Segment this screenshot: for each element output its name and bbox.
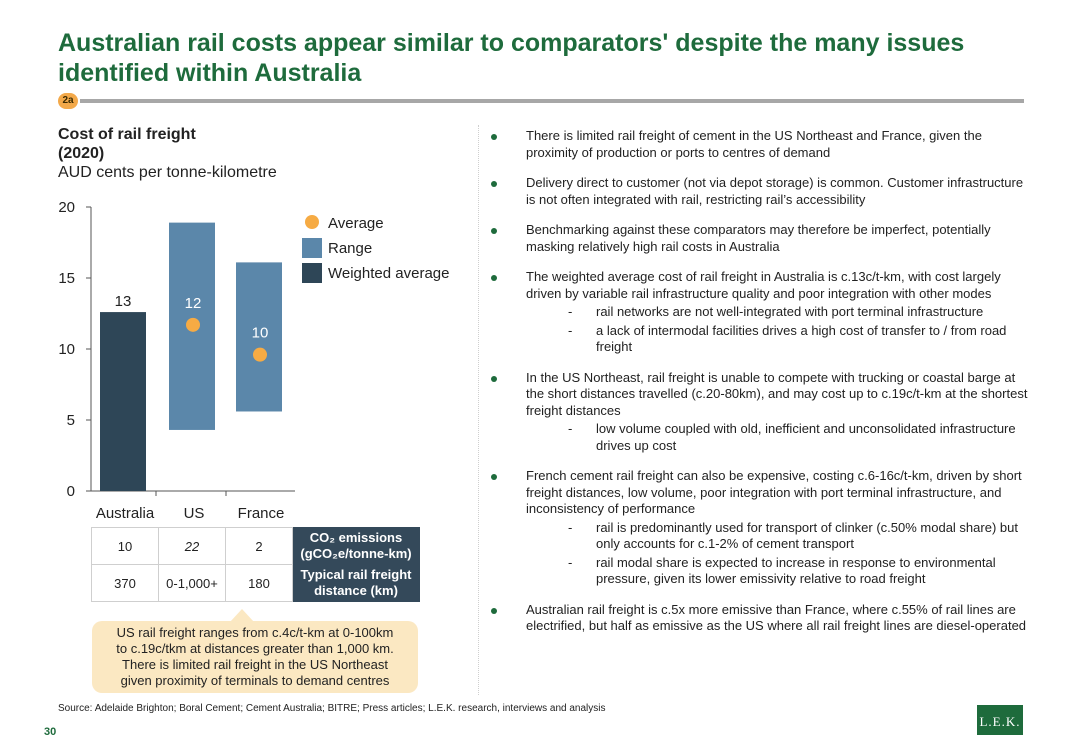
section-tag: 2a <box>58 93 78 109</box>
legend-label: Weighted average <box>328 265 449 282</box>
weighted-average-bar <box>100 312 146 491</box>
distance-australia-cell: 370 <box>91 564 159 602</box>
bullet-item: French cement rail freight can also be e… <box>488 468 1028 588</box>
callout-line: given proximity of terminals to demand c… <box>120 673 390 688</box>
x-tick-label: France <box>238 505 285 522</box>
page-title-line-1: Australian rail costs appear similar to … <box>58 29 965 57</box>
bullet-dot <box>491 607 497 614</box>
co2-row-header: CO₂ emissions (gCO₂e/tonne-km) <box>292 527 420 565</box>
bullet-dot <box>491 181 497 187</box>
bullet-item: The weighted average cost of rail freigh… <box>488 269 1028 356</box>
co2-france-cell: 2 <box>225 527 293 565</box>
sub-bullet: - a lack of intermodal facilities drives … <box>526 323 1028 356</box>
callout-line: US rail freight ranges from c.4c/t-km at… <box>116 625 394 640</box>
dash-marker: - <box>568 554 573 570</box>
sub-bullet: - rail is predominantly used for transpor… <box>526 520 1028 553</box>
bullet-text: Australian rail freight is c.5x more emi… <box>526 601 1027 634</box>
metrics-table: 10 22 2 CO₂ emissions (gCO₂e/tonne-km) 3… <box>91 527 420 602</box>
bullet-text: French cement rail freight can also be e… <box>526 468 1022 516</box>
lek-logo: L.E.K. <box>977 705 1023 735</box>
bullet-dot <box>491 134 497 140</box>
chart-title-line-1: Cost of rail freight <box>58 126 196 143</box>
rail-cost-chart: 0 5 10 15 20 Australia US France 13 12 10 Average Ra… <box>58 199 449 522</box>
bullet-dot <box>491 275 497 281</box>
legend-label: Average <box>328 215 384 232</box>
legend-swatch <box>302 263 322 283</box>
bullet-text: Delivery direct to customer (not via dep… <box>526 175 1024 207</box>
distance-header-line-2: distance (km) <box>314 583 398 598</box>
bullet-item: Delivery direct to customer (not via dep… <box>488 175 1028 208</box>
bullet-text: There is limited rail freight of cement … <box>526 128 982 160</box>
sub-bullet-text: a lack of intermodal facilities drives a… <box>596 322 1007 355</box>
sub-bullet-text: low volume coupled with old, inefficient… <box>596 421 1016 453</box>
distance-header-line-1: Typical rail freight <box>300 567 412 582</box>
bullet-dot <box>491 474 497 480</box>
weighted-average-label: 13 <box>115 293 132 310</box>
sub-bullet-text: rail is predominantly used for transport… <box>596 519 1018 552</box>
bullet-item: Australian rail freight is c.5x more emi… <box>488 602 1028 635</box>
bullet-text: Benchmarking against these comparators m… <box>526 222 991 254</box>
chart-title: Cost of rail freight (2020) <box>58 125 196 163</box>
bullet-text: The weighted average cost of rail freigh… <box>526 269 1001 301</box>
x-tick-label: US <box>184 505 205 522</box>
y-tick-label: 15 <box>58 270 75 287</box>
bullet-item: Benchmarking against these comparators m… <box>488 222 1028 255</box>
dash-marker: - <box>568 304 573 319</box>
average-label: 12 <box>185 295 202 312</box>
co2-us-cell: 22 <box>158 527 226 565</box>
callout-pointer <box>230 609 254 622</box>
bullet-dot <box>491 375 497 382</box>
column-divider <box>478 125 480 695</box>
co2-header-line-2: (gCO₂e/tonne-km) <box>300 546 412 561</box>
sub-bullet-text: rail networks are not well-integrated wi… <box>596 304 984 319</box>
distance-row-header: Typical rail freight distance (km) <box>292 564 420 602</box>
dash-marker: - <box>568 421 573 436</box>
sub-bullet: - rail modal share is expected to increas… <box>526 555 1028 588</box>
co2-header-line-1: CO₂ emissions <box>309 530 403 545</box>
chart-subtitle: AUD cents per tonne-kilometre <box>58 164 277 181</box>
bullet-item: There is limited rail freight of cement … <box>488 128 1028 161</box>
sub-bullet-text: rail modal share is expected to increase… <box>596 554 996 587</box>
y-tick-label: 0 <box>67 483 75 500</box>
sub-bullet: - rail networks are not well-integrated w… <box>526 304 1028 321</box>
x-tick-label: Australia <box>96 505 155 522</box>
average-label: 10 <box>252 325 269 342</box>
y-tick-label: 20 <box>58 199 75 216</box>
us-callout: US rail freight ranges from c.4c/t-km at… <box>92 621 418 693</box>
bullet-item: In the US Northeast, rail freight is una… <box>488 370 1028 455</box>
source-note: Source: Adelaide Brighton; Boral Cement;… <box>58 703 606 714</box>
co2-australia-cell: 10 <box>91 527 159 565</box>
distance-us-cell: 0-1,000+ <box>158 564 226 602</box>
sub-bullet: - low volume coupled with old, inefficien… <box>526 421 1028 454</box>
legend-label: Range <box>328 240 372 257</box>
callout-line: There is limited rail freight in the US … <box>122 657 388 672</box>
bullet-dot <box>491 228 497 234</box>
legend-dot-average <box>305 215 319 229</box>
callout-line: to c.19c/tkm at distances greater than 1… <box>116 641 394 656</box>
dash-marker: - <box>568 322 573 338</box>
page-title: Australian rail costs appear similar to … <box>58 28 1038 88</box>
table-row: 10 22 2 CO₂ emissions (gCO₂e/tonne-km) <box>91 527 420 565</box>
commentary-bullets: There is limited rail freight of cement … <box>488 128 1028 649</box>
average-marker <box>253 347 267 362</box>
bullet-text: In the US Northeast, rail freight is una… <box>526 369 1028 418</box>
y-tick-label: 5 <box>67 412 75 429</box>
page-title-line-2: identified within Australia <box>58 59 362 87</box>
dash-marker: - <box>568 519 573 535</box>
y-tick-label: 10 <box>58 341 75 358</box>
distance-france-cell: 180 <box>225 564 293 602</box>
title-rule <box>80 99 1024 103</box>
chart-title-line-2: (2020) <box>58 145 105 162</box>
average-marker <box>186 317 200 332</box>
range-bar <box>236 262 282 412</box>
page-number: 30 <box>44 726 57 738</box>
legend-swatch <box>302 238 322 258</box>
table-row: 370 0-1,000+ 180 Typical rail freight di… <box>91 564 420 602</box>
